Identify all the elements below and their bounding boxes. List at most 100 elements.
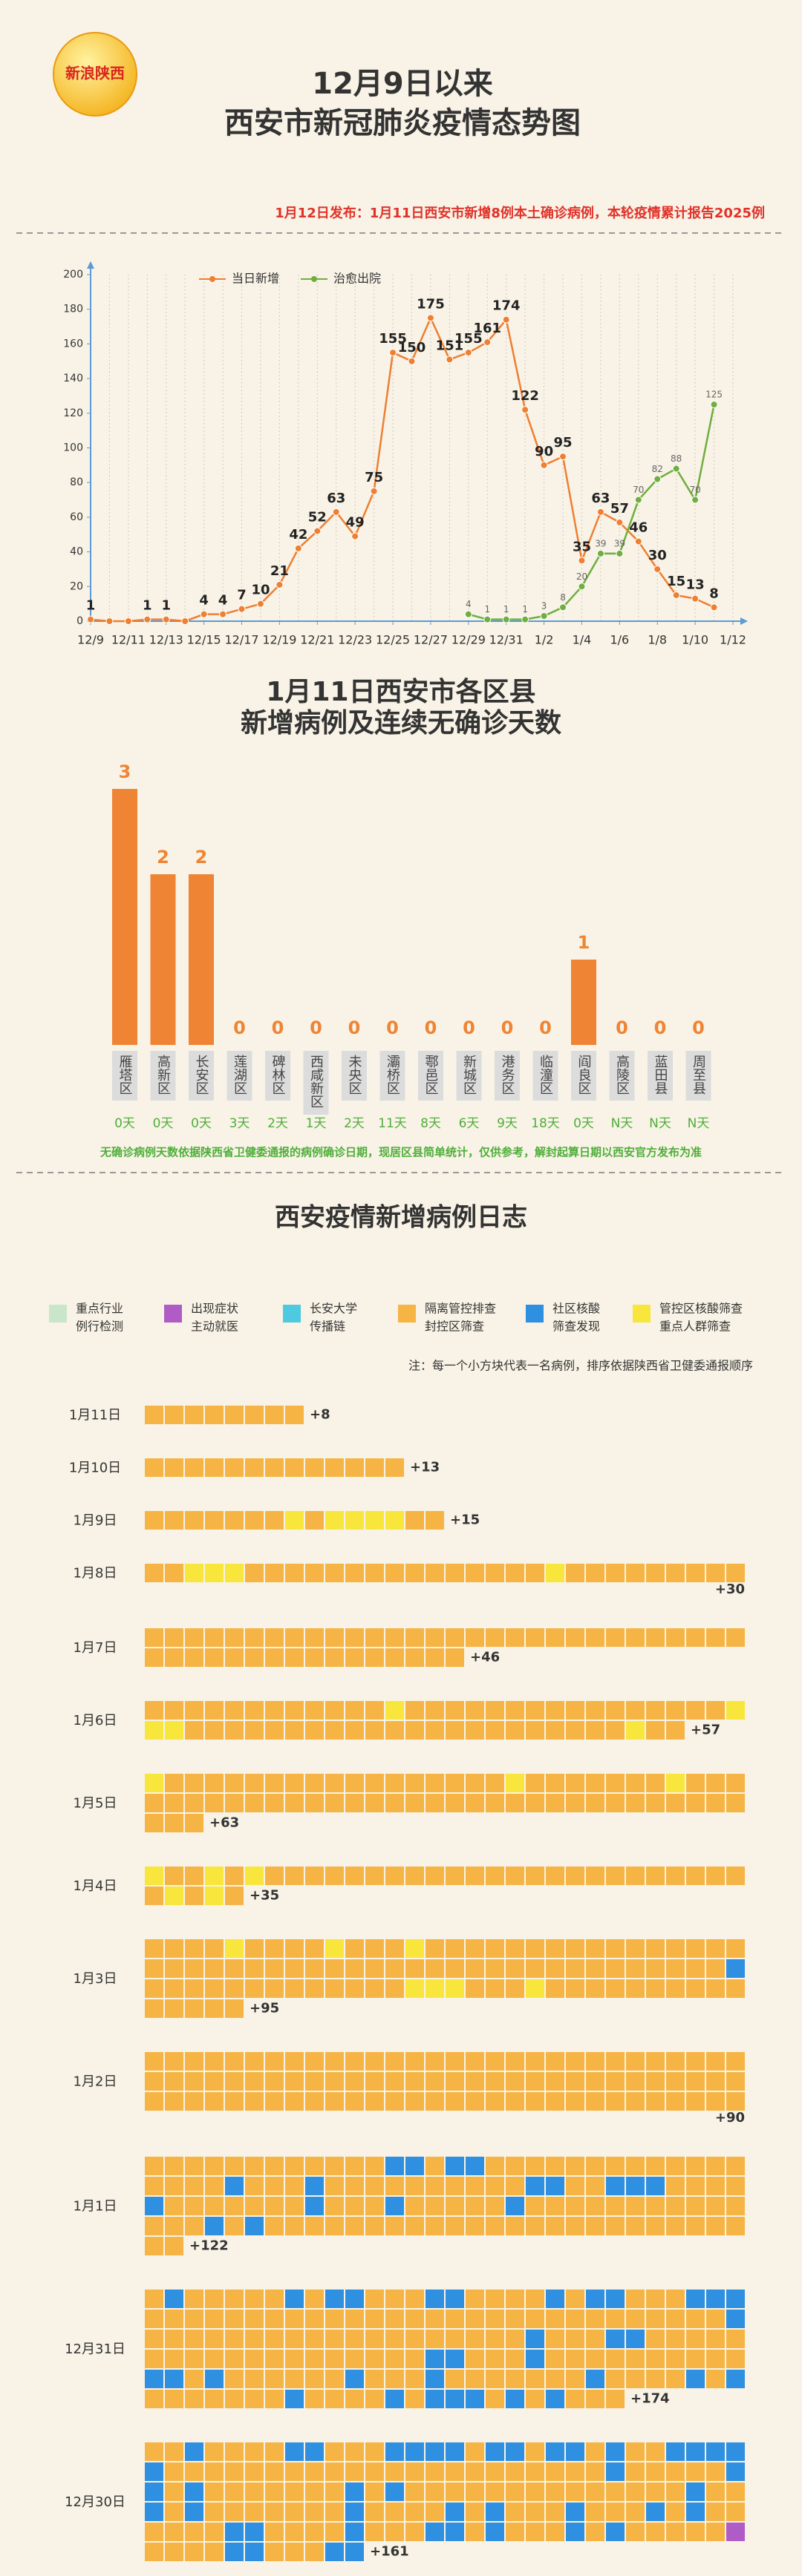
case-square [225,2370,244,2388]
case-square [265,1511,284,1530]
case-square [566,1959,584,1978]
case-square [506,2157,524,2175]
case-square [646,2217,665,2235]
case-square [586,1774,604,1792]
case-square [225,2350,244,2368]
bar-title: 1月11日西安市各区县 [266,677,535,707]
case-square [265,2350,284,2368]
case-square [305,1867,324,1885]
case-square [345,2177,364,2195]
point [710,401,718,409]
case-square [546,1701,564,1720]
case-square [405,2157,424,2175]
case-square [265,2330,284,2348]
case-square [225,2197,244,2215]
case-square [325,1867,344,1885]
case-square [405,1774,424,1792]
case-square [185,1774,203,1792]
count-label: +161 [370,2544,409,2560]
case-square [365,1458,384,1477]
data-label: 4 [218,593,228,609]
case-square [666,1939,685,1958]
data-label: 155 [454,331,483,347]
case-square [666,1867,685,1885]
case-square [185,1814,203,1832]
case-square [726,2052,745,2071]
case-square [345,1628,364,1647]
bar-note: 无确诊病例天数依据陕西省卫健委通报的病例确诊日期，现居区县简单统计，仅供参考，解… [100,1146,702,1159]
case-square [165,1721,183,1740]
case-square [365,2370,384,2388]
case-square [185,2052,203,2071]
case-square [626,1979,645,1998]
case-square [165,1564,183,1582]
case-square [245,2157,264,2175]
case-square [426,1867,444,1885]
case-square [185,2092,203,2111]
category-box [685,1051,711,1101]
case-square [265,1721,284,1740]
case-square [365,1628,384,1647]
case-square [265,2482,284,2501]
case-square [546,1721,564,1740]
case-square [486,2197,504,2215]
case-square [385,2217,404,2235]
case-square [385,1458,404,1477]
case-square [165,1794,183,1812]
point [370,487,378,495]
case-square [466,2092,484,2111]
case-square [626,1701,645,1720]
legend-label: 管控区核酸筛查 [659,1302,743,1316]
case-square [305,1564,324,1582]
date-label: 1月6日 [74,1713,117,1728]
case-square [205,1979,224,1998]
case-square [566,2092,584,2111]
legend-marker [209,276,215,282]
y-tick-label: 0 [76,615,83,627]
case-square [426,1721,444,1740]
case-square [426,2092,444,2111]
case-square [165,1511,183,1530]
case-square [365,1774,384,1792]
case-square [646,2442,665,2461]
case-square [506,2072,524,2091]
case-square [225,2523,244,2541]
case-square [526,2390,544,2408]
case-square [385,2310,404,2328]
case-square [245,1648,264,1667]
count-label: +57 [691,1723,720,1738]
case-square [205,1959,224,1978]
data-label: 63 [327,491,345,506]
case-square [626,2197,645,2215]
case-square [486,2072,504,2091]
case-square [225,2157,244,2175]
case-square [526,2462,544,2481]
case-square [706,2177,725,2195]
days-label: 9天 [497,1116,518,1131]
data-label: 2 [195,847,208,868]
case-square [165,1979,183,1998]
case-square [526,2310,544,2328]
case-square [466,1628,484,1647]
case-square [285,2310,304,2328]
days-label: 11天 [378,1116,407,1131]
case-square [145,1867,163,1885]
days-label: 1天 [306,1116,327,1131]
case-square [526,2370,544,2388]
legend-label: 筛查发现 [552,1320,600,1334]
case-square [526,2350,544,2368]
case-square [506,1701,524,1720]
series-line [90,315,715,623]
case-square [546,2157,564,2175]
case-square [706,1774,725,1792]
case-square [325,2310,344,2328]
case-square [646,2370,665,2388]
legend-marker [311,276,317,282]
case-square [666,1959,685,1978]
case-square [446,1648,464,1667]
case-square [706,2523,725,2541]
case-square [646,2310,665,2328]
case-square [446,2350,464,2368]
log-note: 注：每一个小方块代表一名病例，排序依据陕西省卫健委通报顺序 [408,1359,753,1373]
